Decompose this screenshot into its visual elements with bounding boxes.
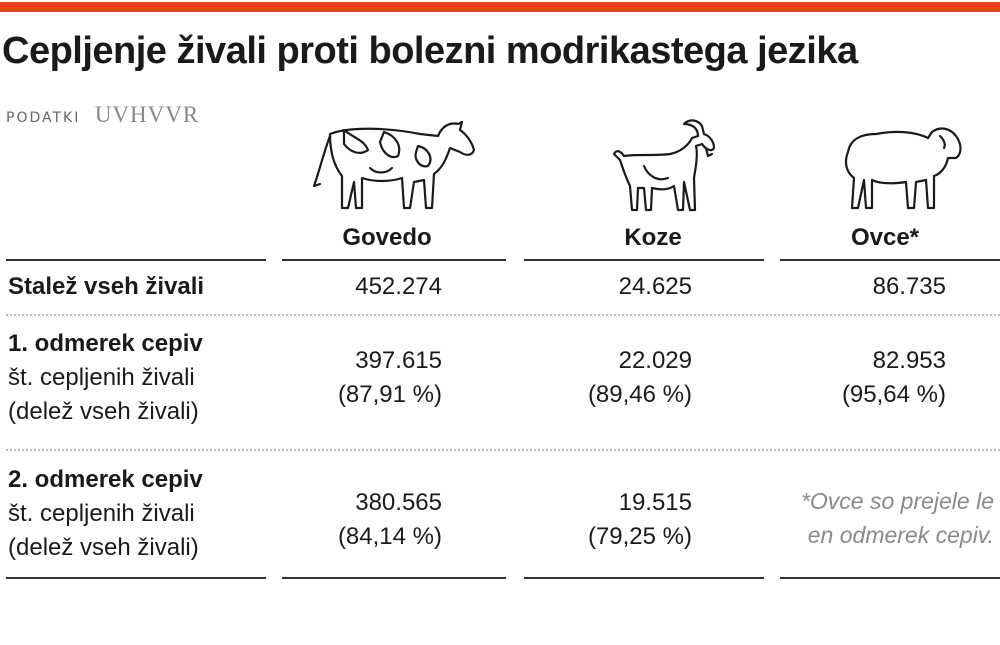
table-cell: 24.625 — [540, 270, 692, 304]
header-rule — [780, 259, 1000, 261]
row-subtitle: (delež vseh živali) — [8, 534, 199, 561]
source-org: UVHVVR — [94, 102, 200, 127]
table-cell: 82.953 (95,64 %) — [800, 344, 946, 412]
bottom-rule — [524, 577, 764, 579]
cell-count: 24.625 — [618, 273, 692, 300]
table-cell: 19.515 (79,25 %) — [540, 486, 692, 554]
source-line: PODATKI UVHVVR — [6, 102, 199, 128]
cell-share: (79,25 %) — [587, 523, 692, 550]
header-rule — [524, 259, 764, 261]
accent-bar — [0, 2, 1000, 12]
sheep-footnote: *Ovce so prejele le en odmerek cepiv. — [800, 488, 994, 548]
table-cell: 397.615 (87,91 %) — [300, 344, 442, 412]
bottom-rule — [6, 577, 266, 579]
column-header-koze: Koze — [624, 224, 682, 251]
cell-count: 452.274 — [355, 273, 442, 300]
bottom-rule — [282, 577, 506, 579]
cow-icon — [310, 116, 480, 216]
cell-share: (87,91 %) — [337, 381, 442, 408]
row-title: Stalež vseh živali — [8, 273, 205, 300]
cell-count: 82.953 — [872, 347, 946, 374]
cell-count: 22.029 — [618, 347, 692, 374]
row-title: 2. odmerek cepiv — [8, 466, 203, 493]
table-cell: 452.274 — [300, 270, 442, 304]
bottom-rule — [780, 577, 1000, 579]
row-label-odmerek-2: 2. odmerek cepiv št. cepljenih živali (d… — [8, 463, 203, 565]
cell-count: 397.615 — [355, 347, 442, 374]
row-subtitle: št. cepljenih živali — [8, 500, 195, 527]
cell-count: 19.515 — [618, 489, 692, 516]
row-divider — [6, 314, 1000, 316]
table-cell: 86.735 — [800, 270, 946, 304]
sheep-icon — [836, 122, 966, 214]
row-subtitle: (delež vseh živali) — [8, 398, 199, 425]
cell-share: (84,14 %) — [337, 523, 442, 550]
column-header-govedo: Govedo — [342, 224, 432, 251]
table-cell: 22.029 (89,46 %) — [540, 344, 692, 412]
source-label: PODATKI — [6, 110, 81, 126]
header-rule — [282, 259, 506, 261]
row-label-stalez: Stalež vseh živali — [8, 270, 204, 304]
page-title: Cepljenje živali proti bolezni modrikast… — [2, 30, 858, 72]
row-title: 1. odmerek cepiv — [8, 330, 203, 357]
header-rule — [6, 259, 266, 261]
column-header-ovce: Ovce* — [850, 224, 920, 251]
table-cell: 380.565 (84,14 %) — [300, 486, 442, 554]
cell-count: 380.565 — [355, 489, 442, 516]
cell-share: (89,46 %) — [587, 381, 692, 408]
row-divider — [6, 449, 1000, 451]
goat-icon — [610, 116, 720, 216]
cell-count: 86.735 — [872, 273, 946, 300]
row-subtitle: št. cepljenih živali — [8, 364, 195, 391]
row-label-odmerek-1: 1. odmerek cepiv št. cepljenih živali (d… — [8, 327, 203, 429]
cell-share: (95,64 %) — [841, 381, 946, 408]
